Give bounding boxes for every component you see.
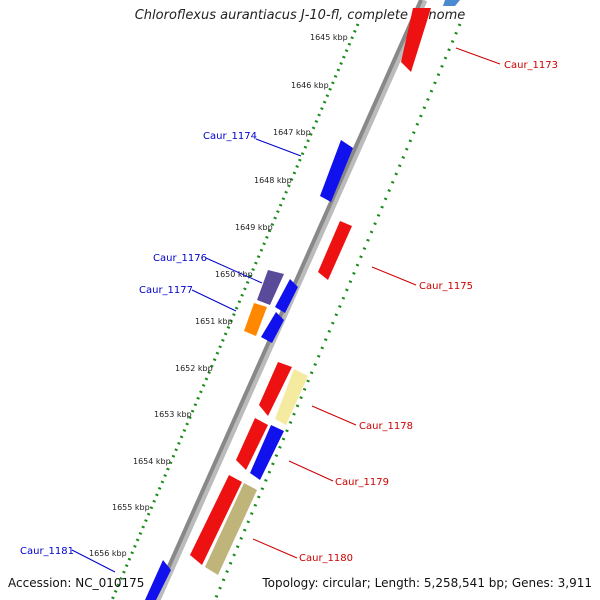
tick-label: 1656 kbp: [89, 549, 127, 558]
gene-caur-1176[interactable]: [257, 270, 284, 305]
gene-caur-1178-a[interactable]: [259, 362, 292, 416]
gene-caur-1173[interactable]: [401, 8, 431, 72]
gene-caur-1177[interactable]: [244, 303, 267, 336]
tick-label: 1645 kbp: [310, 33, 348, 42]
gene-caur-1180-a[interactable]: [190, 475, 242, 565]
gene-caur-1177-b[interactable]: [261, 312, 284, 343]
tick-label: 1648 kbp: [254, 176, 292, 185]
gene-caur-1173-extra[interactable]: [443, 0, 460, 6]
tick-label: 1647 kbp: [273, 128, 311, 137]
gene-label-caur-1177[interactable]: Caur_1177: [139, 285, 193, 296]
tick-label: 1646 kbp: [291, 81, 329, 90]
tick-labels: 1645 kbp 1646 kbp 1647 kbp 1648 kbp 1649…: [89, 33, 348, 558]
accession-text: Accession: NC_010175: [8, 576, 145, 590]
tick-label: 1651 kbp: [195, 317, 233, 326]
gene-caur-1176-b[interactable]: [275, 279, 298, 313]
gene-label-caur-1173[interactable]: Caur_1173: [504, 60, 558, 71]
gene-label-caur-1179[interactable]: Caur_1179: [335, 477, 389, 488]
gene-label-caur-1176[interactable]: Caur_1176: [153, 253, 207, 264]
tick-label: 1655 kbp: [112, 503, 150, 512]
topology-text: Topology: circular; Length: 5,258,541 bp…: [262, 576, 592, 590]
gene-caur-1179[interactable]: [250, 425, 284, 480]
gene-caur-1180[interactable]: [205, 483, 257, 575]
label-leaders: [71, 47, 501, 573]
gene-label-caur-1180[interactable]: Caur_1180: [299, 553, 353, 564]
map-title: Chloroflexus aurantiacus J-10-fl, comple…: [134, 8, 466, 23]
gene-label-caur-1181[interactable]: Caur_1181: [20, 546, 74, 557]
tick-label: 1654 kbp: [133, 457, 171, 466]
tick-label: 1652 kbp: [175, 364, 213, 373]
tick-label: 1649 kbp: [235, 223, 273, 232]
gene-caur-1178[interactable]: [275, 369, 308, 425]
gene-label-caur-1175[interactable]: Caur_1175: [419, 281, 473, 292]
gene-label-caur-1174[interactable]: Caur_1174: [203, 131, 257, 142]
tick-label: 1653 kbp: [154, 410, 192, 419]
gene-label-caur-1178[interactable]: Caur_1178: [359, 421, 413, 432]
gene-caur-1178-b[interactable]: [236, 418, 268, 470]
gene-caur-1175[interactable]: [318, 221, 352, 280]
gene-caur-1174[interactable]: [320, 140, 353, 202]
gene-caur-1181[interactable]: [145, 560, 171, 600]
tick-label: 1650 kbp: [215, 270, 253, 279]
